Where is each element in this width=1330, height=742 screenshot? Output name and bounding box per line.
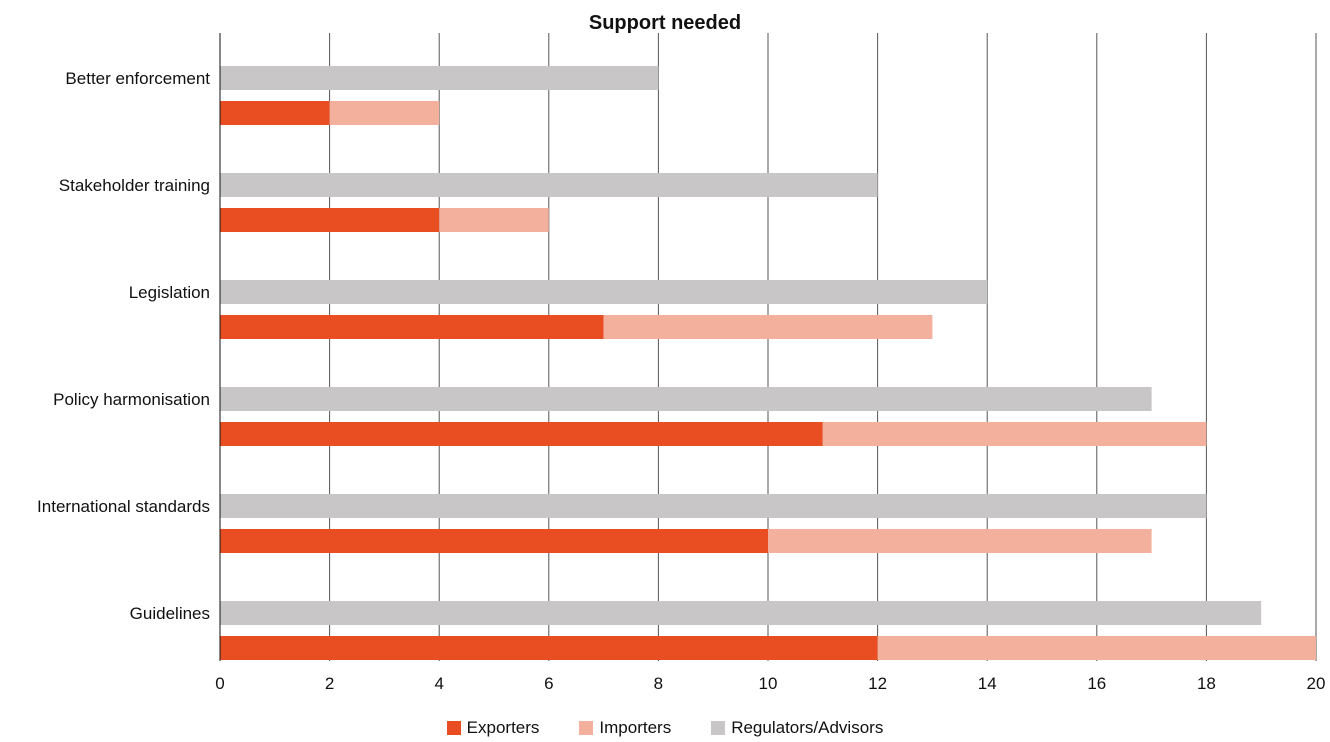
- bar-regulators-advisors: [220, 280, 988, 304]
- category-label: Policy harmonisation: [53, 390, 210, 409]
- x-tick-label: 16: [1087, 674, 1106, 693]
- bar-importers: [822, 422, 1207, 446]
- bar-importers: [768, 529, 1152, 553]
- legend-label: Regulators/Advisors: [731, 718, 884, 737]
- x-tick-label: 4: [434, 674, 443, 693]
- bar-exporters: [220, 315, 604, 339]
- chart-legend: Exporters Importers Regulators/Advisors: [0, 718, 1330, 738]
- bar-exporters: [220, 636, 878, 660]
- legend-swatch: [579, 721, 594, 735]
- category-label: Better enforcement: [65, 69, 210, 88]
- chart-title: Support needed: [588, 12, 742, 34]
- x-tick-label: 0: [215, 674, 224, 693]
- legend-item-exporters: Exporters: [446, 718, 540, 738]
- category-label: Guidelines: [130, 604, 210, 623]
- bar-exporters: [220, 101, 330, 125]
- bar-exporters: [220, 529, 768, 553]
- category-label: Legislation: [129, 283, 210, 302]
- legend-item-importers: Importers: [579, 718, 671, 738]
- bar-regulators-advisors: [220, 173, 878, 197]
- x-tick-label: 8: [654, 674, 663, 693]
- bar-exporters: [220, 422, 823, 446]
- x-tick-label: 14: [978, 674, 997, 693]
- x-tick-label: 20: [1307, 674, 1326, 693]
- x-tick-label: 6: [544, 674, 553, 693]
- bar-importers: [603, 315, 933, 339]
- legend-label: Exporters: [466, 718, 540, 737]
- legend-swatch: [711, 721, 726, 735]
- bar-exporters: [220, 208, 440, 232]
- legend-item-regulators-advisors: Regulators/Advisors: [711, 718, 883, 738]
- x-tick-label: 18: [1197, 674, 1216, 693]
- x-tick-label: 10: [759, 674, 778, 693]
- category-label: Stakeholder training: [59, 176, 210, 195]
- bar-importers: [877, 636, 1316, 660]
- x-tick-label: 12: [868, 674, 887, 693]
- bar-regulators-advisors: [220, 601, 1262, 625]
- category-label: International standards: [37, 497, 210, 516]
- bar-regulators-advisors: [220, 66, 659, 90]
- bar-importers: [439, 208, 549, 232]
- bar-importers: [329, 101, 440, 125]
- x-tick-label: 2: [325, 674, 334, 693]
- legend-swatch: [446, 721, 461, 735]
- bar-regulators-advisors: [220, 494, 1207, 518]
- bar-regulators-advisors: [220, 387, 1152, 411]
- legend-label: Importers: [599, 718, 672, 737]
